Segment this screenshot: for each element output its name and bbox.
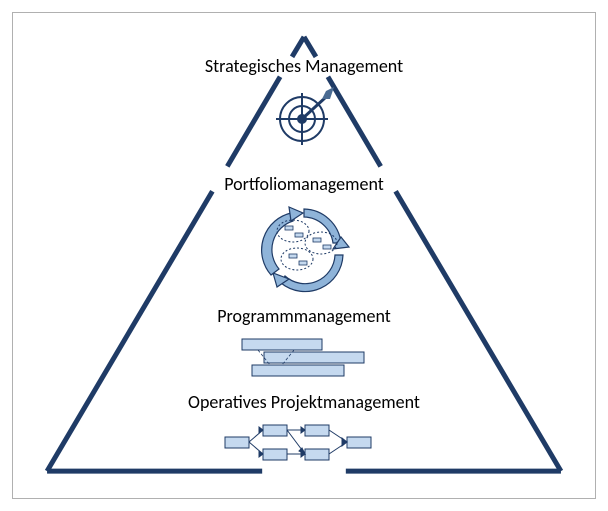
target-icon	[272, 85, 336, 149]
level-portfolio-label: Portfoliomanagement	[224, 173, 384, 195]
level-portfolio: Portfoliomanagement	[13, 173, 595, 295]
gantt-bars-icon	[234, 335, 374, 379]
level-strategic: Strategisches Management	[13, 55, 595, 149]
level-operative-label: Operatives Projektmanagement	[188, 391, 420, 413]
cycle-icon	[249, 203, 359, 295]
level-program-label: Programmmanagement	[217, 305, 391, 327]
level-operative: Operatives Projektmanagement	[13, 391, 595, 465]
diagram-frame: Strategisches Management Portfoliomanage…	[12, 12, 596, 499]
level-program: Programmmanagement	[13, 305, 595, 379]
level-strategic-label: Strategisches Management	[205, 55, 403, 77]
flow-icon	[219, 421, 389, 465]
